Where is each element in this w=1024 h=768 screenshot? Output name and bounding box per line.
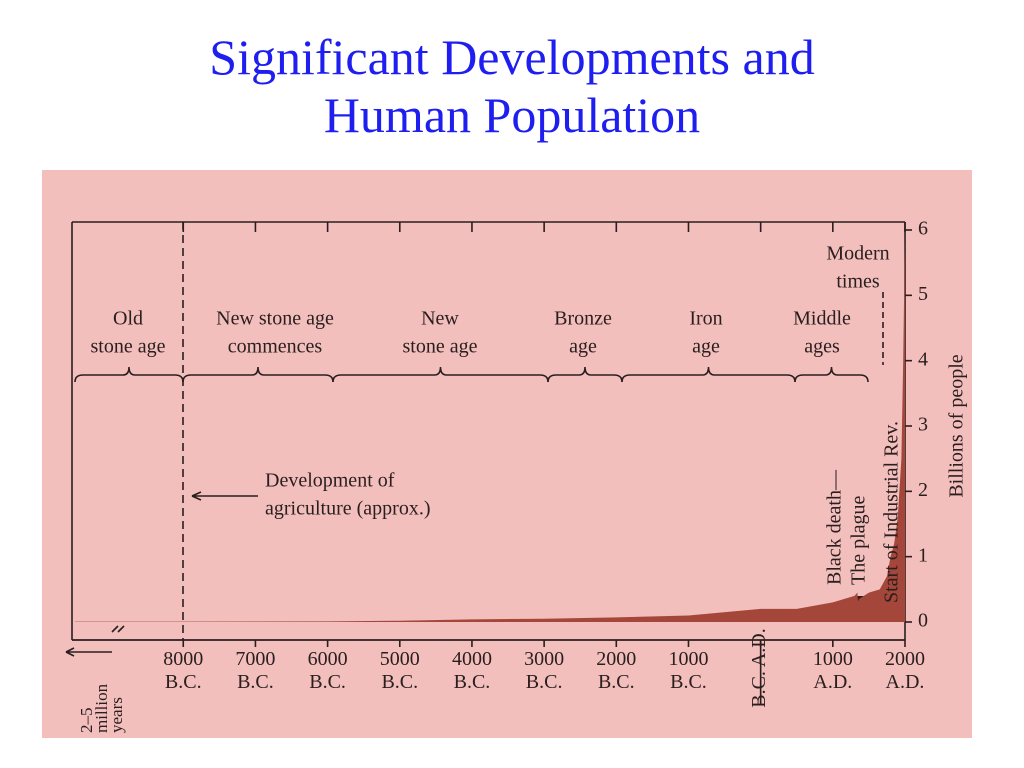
- x-tick-label: B.C. A.D.: [748, 628, 770, 707]
- y-tick-label: 0: [918, 610, 928, 632]
- x-tick-label-line: 6000: [308, 648, 348, 670]
- era-brace: [794, 366, 869, 383]
- x-tick-label-line: 2000: [885, 648, 925, 670]
- x-tick-label-line: B.C.: [309, 671, 346, 693]
- x-tick-label-line: A.D.: [813, 671, 852, 693]
- deep-time-label: million: [92, 683, 111, 733]
- era-label: Middle: [793, 308, 851, 330]
- x-tick-label-line: 7000: [235, 648, 275, 670]
- era-brace: [621, 366, 796, 383]
- x-tick-label-line: B.C.: [165, 671, 202, 693]
- era-label: times: [836, 271, 880, 293]
- x-tick-label-line: 4000: [452, 648, 492, 670]
- y-tick-label: 1: [918, 544, 928, 566]
- industrial-label: Start of Industrial Rev.: [881, 421, 903, 603]
- y-tick-label: 4: [918, 348, 928, 370]
- x-tick-label: 1000 B.C.: [668, 648, 708, 693]
- x-tick-label-line: 1000: [813, 648, 853, 670]
- y-tick-label: 5: [918, 283, 928, 305]
- era-label: Iron: [689, 308, 722, 330]
- era-label: Bronze: [554, 308, 612, 330]
- x-tick-label-line: B.C.: [598, 671, 635, 693]
- y-tick-label: 2: [918, 479, 928, 501]
- x-tick-label: 4000 B.C.: [452, 648, 492, 693]
- x-tick-label-line: A.D.: [886, 671, 925, 693]
- x-tick-label: 6000 B.C.: [308, 648, 348, 693]
- x-tick-label-line: B.C.: [237, 671, 274, 693]
- agriculture-label: Development of: [265, 470, 395, 492]
- era-label: age: [692, 336, 720, 358]
- x-tick-label: 7000 B.C.: [235, 648, 275, 693]
- era-brace: [332, 366, 549, 383]
- era-label: stone age: [91, 336, 166, 358]
- slide-title: Significant Developments and Human Popul…: [209, 29, 815, 143]
- x-tick-label: 3000 B.C.: [524, 648, 564, 693]
- era-label: Modern: [826, 243, 889, 265]
- x-tick-label: 2000 A.D.: [885, 648, 925, 693]
- deep-time-arrow: [65, 647, 112, 657]
- era-label: New stone age: [216, 308, 334, 330]
- x-tick-label-line: B.C.: [670, 671, 707, 693]
- era-brace: [182, 366, 334, 383]
- plague-label: Black death—: [824, 469, 846, 585]
- agriculture-label: agriculture (approx.): [265, 498, 430, 520]
- agriculture-arrow: [191, 491, 258, 501]
- axis-break: [111, 625, 125, 633]
- era-label: Old: [113, 308, 143, 330]
- x-tick-label: 8000 B.C.: [163, 648, 203, 693]
- x-tick-label-line: 1000: [668, 648, 708, 670]
- era-brace: [74, 366, 184, 383]
- y-tick-label: 3: [918, 414, 928, 436]
- x-tick-label-line: 3000: [524, 648, 564, 670]
- era-label: commences: [228, 336, 323, 358]
- title-box: Significant Developments and Human Popul…: [0, 28, 1024, 144]
- era-label: New: [421, 308, 459, 330]
- photo-background: [42, 170, 972, 738]
- y-tick-label: 6: [918, 218, 928, 240]
- x-tick-label-line: B.C.: [526, 671, 563, 693]
- era-label: stone age: [403, 336, 478, 358]
- era-label: age: [569, 336, 597, 358]
- plague-label: The plague: [848, 495, 870, 585]
- x-tick-label: 1000 A.D.: [813, 648, 853, 693]
- x-tick-label-line: 8000: [163, 648, 203, 670]
- x-tick-label: 5000 B.C.: [380, 648, 420, 693]
- x-tick-label-line: 5000: [380, 648, 420, 670]
- era-label: ages: [804, 336, 840, 358]
- x-tick-label-line: B.C.: [454, 671, 491, 693]
- x-tick-label-line: 2000: [596, 648, 636, 670]
- era-brace: [547, 366, 623, 383]
- y-axis-label: Billions of people: [946, 354, 968, 497]
- x-tick-label: 2000 B.C.: [596, 648, 636, 693]
- deep-time-label: years: [107, 697, 126, 733]
- x-tick-label-line: B.C.: [381, 671, 418, 693]
- deep-time-label: 2–5: [77, 708, 96, 734]
